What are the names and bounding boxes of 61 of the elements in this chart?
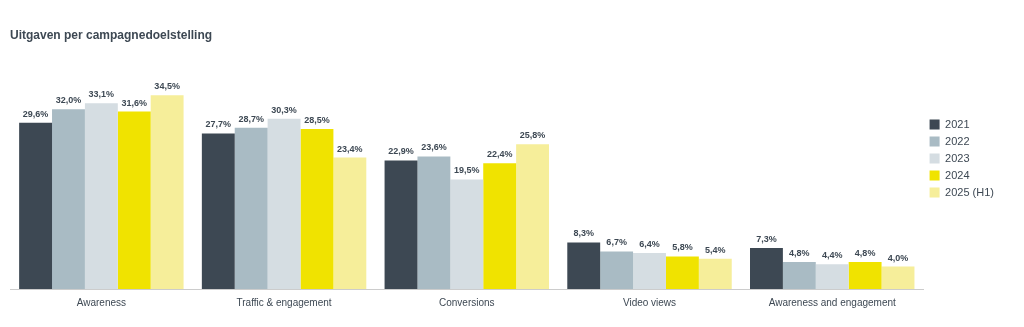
bar bbox=[84, 103, 118, 289]
bar bbox=[234, 127, 268, 289]
data-label: 23,6% bbox=[421, 142, 447, 153]
x-tick-label: Video views bbox=[622, 296, 677, 308]
data-label: 19,5% bbox=[454, 165, 480, 176]
legend-label: 2021 bbox=[945, 117, 970, 130]
data-label: 22,9% bbox=[388, 146, 414, 157]
bar bbox=[516, 144, 550, 289]
data-label: 32,0% bbox=[55, 95, 82, 106]
bar bbox=[150, 95, 184, 289]
bar bbox=[782, 262, 816, 289]
data-label: 4,8% bbox=[854, 248, 876, 259]
data-label: 30,3% bbox=[271, 104, 297, 115]
data-label: 4,4% bbox=[821, 250, 843, 261]
legend-label: 2022 bbox=[945, 134, 970, 147]
bar bbox=[750, 248, 783, 289]
bar bbox=[600, 251, 634, 289]
data-label: 22,4% bbox=[486, 149, 513, 160]
data-label: 23,4% bbox=[337, 143, 363, 154]
data-label: 34,5% bbox=[154, 81, 180, 92]
x-tick-label: Conversions bbox=[439, 296, 495, 308]
bar bbox=[665, 256, 699, 289]
bar bbox=[52, 109, 85, 289]
bar bbox=[450, 179, 484, 289]
data-label: 6,4% bbox=[639, 239, 660, 250]
data-label: 33,1% bbox=[88, 89, 115, 100]
data-label: 4,8% bbox=[789, 248, 810, 259]
legend-label: 2023 bbox=[945, 151, 970, 164]
data-label: 6,7% bbox=[606, 237, 627, 248]
data-label: 31,6% bbox=[121, 97, 148, 108]
bar bbox=[19, 122, 53, 289]
bar bbox=[881, 266, 915, 289]
data-label: 7,3% bbox=[756, 233, 777, 244]
bar bbox=[333, 157, 367, 289]
data-label: 29,6% bbox=[22, 108, 49, 119]
data-label: 25,8% bbox=[519, 130, 546, 141]
bar bbox=[633, 253, 666, 289]
data-label: 5,8% bbox=[672, 242, 693, 253]
data-label: 5,4% bbox=[705, 244, 726, 255]
x-tick-label: Awareness bbox=[76, 296, 127, 308]
bar bbox=[267, 118, 301, 289]
x-tick-label: Traffic & engagement bbox=[236, 296, 332, 308]
bar bbox=[848, 262, 882, 289]
bar bbox=[117, 111, 151, 289]
bar bbox=[567, 242, 601, 289]
bar bbox=[201, 133, 235, 289]
bar bbox=[384, 160, 418, 289]
legend-label: 2025 (H1) bbox=[945, 185, 995, 198]
data-label: 28,7% bbox=[238, 113, 264, 124]
x-tick-label: Awareness and engagement bbox=[768, 296, 897, 308]
data-label: 4,0% bbox=[887, 252, 909, 263]
bar bbox=[300, 128, 334, 289]
data-label: 28,5% bbox=[304, 114, 330, 125]
bar bbox=[483, 163, 517, 289]
bar bbox=[815, 264, 849, 289]
data-label: 8,3% bbox=[573, 228, 594, 239]
bar bbox=[698, 258, 732, 289]
data-label: 27,7% bbox=[205, 119, 232, 130]
chart-title: Uitgaven per campagnedoelstelling bbox=[10, 27, 213, 42]
legend-label: 2024 bbox=[945, 168, 970, 181]
bar bbox=[417, 156, 451, 289]
